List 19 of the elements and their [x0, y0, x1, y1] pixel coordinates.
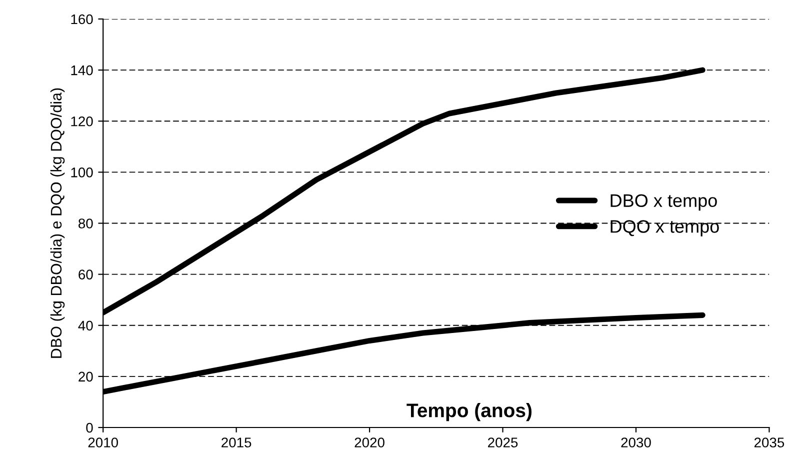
- y-tick-label: 120: [71, 116, 93, 126]
- x-tick-label: 2025: [488, 438, 518, 448]
- y-tick-label: 0: [86, 422, 93, 433]
- x-tick-label: 2020: [354, 438, 384, 448]
- y-tick-label: 40: [78, 320, 93, 331]
- x-tick-label: 2015: [222, 438, 252, 448]
- x-tick-label: 2035: [754, 438, 784, 448]
- y-tick-label: 60: [78, 270, 93, 280]
- x-tick-label: 2030: [621, 438, 651, 448]
- y-tick-label: 140: [71, 65, 93, 76]
- y-tick-label: 80: [78, 218, 93, 228]
- y-tick-label: 100: [71, 168, 93, 178]
- legend-label: DQO x tempo: [610, 220, 719, 236]
- y-tick-label: 20: [78, 372, 93, 382]
- x-tick-label: 2010: [88, 438, 118, 448]
- y-tick-label: 160: [71, 14, 93, 24]
- legend-label: DBO x tempo: [610, 194, 717, 211]
- x-axis-title: Tempo (anos): [406, 402, 532, 422]
- y-axis-title: DBO (kg DBO/dia) e DQO (kg DQO/dia): [50, 88, 65, 358]
